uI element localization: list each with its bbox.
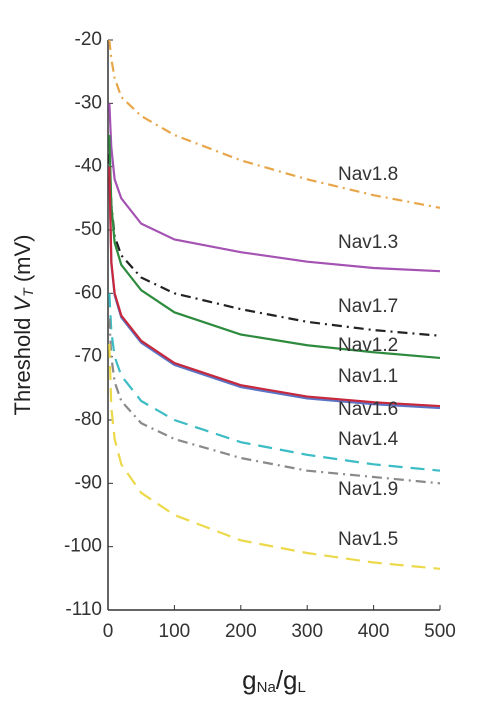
x-label-part: /g bbox=[276, 665, 298, 695]
y-label-part: V bbox=[10, 295, 35, 312]
series-label: Nav1.4 bbox=[338, 429, 399, 450]
series-line bbox=[108, 293, 441, 472]
series-label: Nav1.5 bbox=[338, 529, 398, 550]
y-tick-label: -110 bbox=[65, 599, 102, 620]
series-line bbox=[108, 134, 441, 360]
y-axis-label: Threshold VT (mV) bbox=[10, 235, 36, 416]
series-label: Nav1.1 bbox=[338, 366, 398, 387]
series-line bbox=[108, 39, 441, 209]
series-label: Nav1.6 bbox=[338, 399, 398, 420]
series-label: Nav1.7 bbox=[338, 296, 398, 317]
y-tick-label: -90 bbox=[75, 472, 102, 493]
y-tick-label: -40 bbox=[75, 156, 102, 177]
series-line bbox=[108, 166, 441, 408]
y-label-part: Threshold bbox=[10, 312, 35, 416]
series-line bbox=[108, 343, 441, 570]
y-tick-label: -60 bbox=[75, 282, 102, 303]
y-label-part: (mV) bbox=[10, 235, 35, 289]
y-tick-label: -30 bbox=[75, 92, 102, 113]
series-label: Nav1.3 bbox=[338, 232, 398, 253]
y-tick-label: -20 bbox=[75, 29, 102, 50]
x-tick-label: 400 bbox=[358, 621, 390, 642]
x-tick-label: 100 bbox=[159, 621, 191, 642]
x-tick-label: 200 bbox=[225, 621, 257, 642]
x-tick-label: 0 bbox=[103, 621, 114, 642]
x-label-part: Na bbox=[257, 679, 277, 696]
y-tick-label: -70 bbox=[75, 346, 102, 367]
y-label-part: T bbox=[20, 287, 36, 297]
x-axis-label: gNa/gL bbox=[242, 665, 306, 696]
x-label-part: g bbox=[242, 665, 256, 695]
series-label: Nav1.9 bbox=[338, 479, 398, 500]
series-line bbox=[108, 103, 441, 273]
y-tick-label: -50 bbox=[75, 219, 102, 240]
y-tick-label: -80 bbox=[75, 409, 102, 430]
x-tick-label: 500 bbox=[424, 621, 456, 642]
y-tick-label: -100 bbox=[64, 536, 102, 557]
series-label: Nav1.8 bbox=[338, 164, 398, 185]
series-line bbox=[108, 318, 441, 485]
x-tick-label: 300 bbox=[291, 621, 323, 642]
series-label: Nav1.2 bbox=[338, 335, 398, 356]
x-label-part: L bbox=[298, 679, 306, 696]
